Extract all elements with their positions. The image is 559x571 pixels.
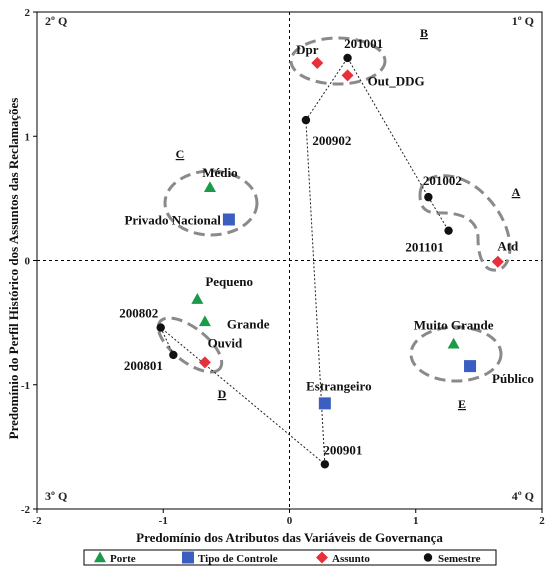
- legend-label: Tipo de Controle: [198, 553, 278, 565]
- group-c-ellipse: [163, 169, 259, 237]
- point-label: 201101: [405, 240, 443, 255]
- point-square-marker: [222, 213, 235, 226]
- point-square-marker: [464, 360, 477, 373]
- point-label: Médio: [202, 165, 237, 180]
- point-triangle-marker: [198, 315, 211, 327]
- point-label: Muito Grande: [414, 318, 494, 333]
- point-label: 201001: [344, 36, 383, 51]
- group-label-e: E: [458, 397, 466, 411]
- point-diamond-marker: [341, 69, 354, 82]
- quadrant-label: 3º Q: [45, 489, 67, 503]
- point-label: Público: [492, 371, 534, 386]
- y-tick-label: 1: [25, 131, 31, 143]
- point-label: 200801: [124, 358, 163, 373]
- group-a-outline: [418, 174, 512, 272]
- point-label: Privado Nacional: [124, 212, 221, 227]
- point-triangle-marker: [447, 337, 460, 349]
- point-label: Atd: [497, 239, 519, 254]
- legend-triangle-marker: [94, 551, 106, 563]
- group-e-ellipse: [409, 325, 503, 383]
- point-circle-marker: [444, 226, 453, 235]
- x-tick-label: 2: [539, 515, 545, 527]
- point-label: Grande: [227, 316, 270, 331]
- group-label-d: D: [218, 387, 227, 401]
- group-label-a: A: [512, 185, 521, 199]
- point-square-marker: [318, 397, 331, 410]
- point-label: Out_DDG: [368, 73, 425, 88]
- quadrant-label: 4º Q: [512, 489, 534, 503]
- y-tick-label: 2: [25, 7, 31, 19]
- legend-diamond-marker: [316, 551, 328, 564]
- point-label: Pequeno: [205, 274, 253, 289]
- x-tick-label: 0: [287, 515, 293, 527]
- point-label: 200902: [312, 133, 351, 148]
- group-label-c: C: [176, 147, 185, 161]
- point-circle-marker: [320, 460, 330, 469]
- y-tick-label: 0: [25, 256, 31, 268]
- x-tick-label: -1: [159, 515, 168, 527]
- x-axis-title: Predomínio dos Atributos das Variáveis d…: [136, 530, 443, 545]
- point-label: 200802: [119, 306, 158, 321]
- legend-label: Semestre: [438, 553, 481, 565]
- legend-square-marker: [182, 551, 194, 564]
- point-label: Ouvid: [208, 335, 243, 350]
- point-circle-marker: [424, 192, 433, 202]
- x-tick-label: -2: [32, 515, 42, 527]
- group-label-b: B: [420, 26, 428, 40]
- point-diamond-marker: [311, 56, 324, 69]
- group-d-ellipse: [156, 316, 224, 374]
- point-circle-marker: [301, 115, 311, 125]
- x-tick-label: 1: [413, 515, 419, 527]
- point-label: 200901: [323, 442, 362, 457]
- quadrant-label: 2º Q: [45, 14, 67, 28]
- y-tick-label: -2: [21, 504, 31, 516]
- legend-circle-marker: [423, 553, 433, 562]
- point-triangle-marker: [191, 293, 204, 304]
- point-circle-marker: [169, 350, 178, 360]
- point-label: 201002: [423, 173, 462, 188]
- y-tick-label: -1: [21, 380, 30, 392]
- legend-label: Assunto: [332, 553, 370, 565]
- point-label: Dpr: [296, 42, 319, 57]
- point-circle-marker: [156, 323, 165, 332]
- point-diamond-marker: [491, 255, 504, 268]
- point-triangle-marker: [203, 181, 216, 192]
- legend-label: Porte: [110, 553, 136, 565]
- quadrant-label: 1º Q: [512, 14, 534, 28]
- group-b-ellipse: [289, 36, 387, 86]
- point-circle-marker: [343, 53, 352, 63]
- y-axis-title: Predomínio do Perfil Histórico dos Assun…: [6, 98, 21, 440]
- point-label: Estrangeiro: [306, 378, 371, 393]
- legend-box: [83, 549, 497, 566]
- point-diamond-marker: [198, 356, 211, 369]
